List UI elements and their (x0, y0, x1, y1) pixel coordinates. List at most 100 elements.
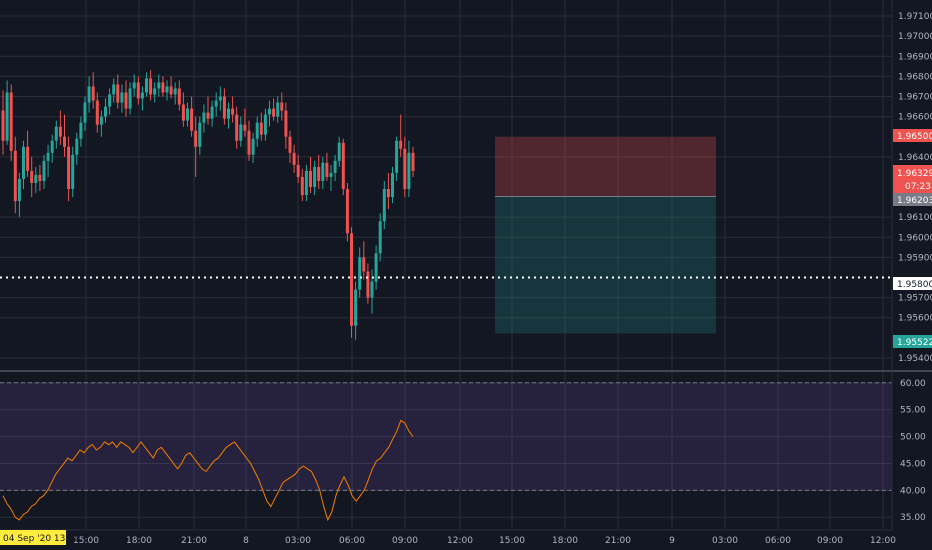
candle-body (145, 78, 148, 93)
candle-body (128, 88, 132, 109)
candle-body (333, 160, 337, 173)
candle-body (382, 189, 386, 222)
price-tick-label: 1.96700 (898, 93, 932, 103)
take-profit-zone[interactable] (495, 196, 716, 334)
rsi-axis[interactable]: 60.00 55.00 50.00 45.00 40.00 35.00 (900, 379, 926, 523)
time-tick-label: 21:00 (181, 536, 207, 546)
candle-body (317, 166, 321, 181)
candle-body (153, 88, 157, 95)
candle-body (321, 162, 325, 181)
price-tick-label: 1.97000 (898, 32, 932, 42)
grid-lines (0, 0, 892, 530)
candle-body (13, 150, 17, 202)
candle-body (26, 146, 30, 171)
countdown-label: 07:23 (905, 182, 931, 192)
candle-body (268, 108, 271, 115)
candle-body (190, 108, 194, 131)
candle-body (149, 78, 153, 95)
rsi-tick-label: 55.00 (900, 406, 926, 416)
time-tick-label: 15:00 (499, 536, 525, 546)
candle-body (362, 257, 366, 272)
candle-body (329, 172, 333, 177)
candle-body (309, 170, 312, 187)
price-tick-label: 1.95900 (898, 253, 932, 263)
time-tick-label: 12:00 (870, 536, 896, 546)
candle-body (169, 86, 173, 95)
time-axis[interactable]: 15:00 18:00 21:00 8 03:00 06:00 09:00 12:00 15:0… (73, 536, 896, 546)
candle-body (95, 100, 99, 125)
candle-body (239, 124, 243, 141)
candle-body (276, 102, 280, 117)
candle-body (22, 146, 25, 179)
candle-body (38, 174, 42, 181)
rsi-tick-label: 45.00 (900, 459, 926, 469)
candle-body (292, 152, 296, 165)
rsi-tick-label: 40.00 (900, 486, 926, 496)
price-tag-last-label: 1.96329 (897, 169, 932, 179)
price-tag-target-label: 1.95522 (897, 338, 932, 348)
time-tick-label: 12:00 (447, 536, 473, 546)
candle-body (79, 122, 83, 139)
candle-body (99, 116, 103, 125)
candle-body (222, 96, 226, 119)
price-tick-label: 1.96100 (898, 213, 932, 223)
candle-body (370, 281, 374, 298)
candle-body (214, 100, 218, 107)
rsi-tick-label: 50.00 (900, 433, 926, 443)
candle-body (87, 86, 91, 103)
price-tick-label: 1.96600 (898, 113, 932, 123)
candle-body (407, 152, 411, 190)
candle-body (50, 140, 54, 153)
time-tick-label: 9 (669, 536, 675, 546)
price-tick-label: 1.96400 (898, 153, 932, 163)
candle-body (255, 122, 259, 139)
candle-body (75, 138, 79, 155)
time-tick-label: 03:00 (285, 536, 311, 546)
candle-body (391, 172, 394, 198)
price-tick-label: 1.96900 (898, 52, 932, 62)
candle-body (140, 92, 144, 99)
candle-body (112, 84, 116, 95)
stop-loss-zone[interactable] (495, 136, 716, 197)
candle-body (354, 289, 358, 326)
candle-body (91, 86, 95, 101)
time-tick-label: 09:00 (392, 536, 418, 546)
time-tick-label: 21:00 (605, 536, 631, 546)
candle-body (399, 140, 403, 149)
candle-body (124, 92, 128, 109)
candle-body (296, 164, 300, 177)
time-tick-label: 09:00 (817, 536, 843, 546)
price-tick-label: 1.95600 (898, 314, 932, 324)
candle-body (173, 88, 177, 95)
candle-body (411, 152, 415, 171)
candle-body (83, 102, 87, 123)
price-tag-entry: 1.96203 (893, 193, 932, 206)
time-tick-label: 18:00 (126, 536, 152, 546)
candle-body (251, 138, 255, 155)
position-tool[interactable] (495, 136, 716, 334)
candle-body (345, 189, 349, 234)
candle-body (403, 148, 407, 190)
candle-body (259, 122, 263, 135)
candle-body (374, 253, 378, 282)
candle-body (181, 104, 185, 121)
candle-body (206, 112, 210, 119)
candle-body (366, 271, 370, 298)
candle-body (235, 114, 239, 141)
rsi-indicator (0, 382, 892, 522)
candle-body (116, 84, 120, 103)
candle-body (71, 154, 75, 190)
candle-body (186, 108, 189, 121)
candle-body (350, 233, 353, 326)
crosshair-time-badge: 04 Sep '20 13:30 (0, 530, 80, 545)
candle-body (46, 152, 50, 161)
candle-body (395, 140, 399, 173)
price-axis[interactable]: 1.97100 1.97000 1.96900 1.96800 1.96700 1.966… (898, 12, 932, 364)
time-tick-label: 18:00 (552, 536, 578, 546)
price-tick-label: 1.96000 (898, 233, 932, 243)
price-tag-target: 1.95522 (893, 335, 932, 348)
candle-body (108, 94, 112, 107)
time-tick-label: 06:00 (339, 536, 365, 546)
price-tag-hline-label: 1.95800 (897, 280, 932, 290)
